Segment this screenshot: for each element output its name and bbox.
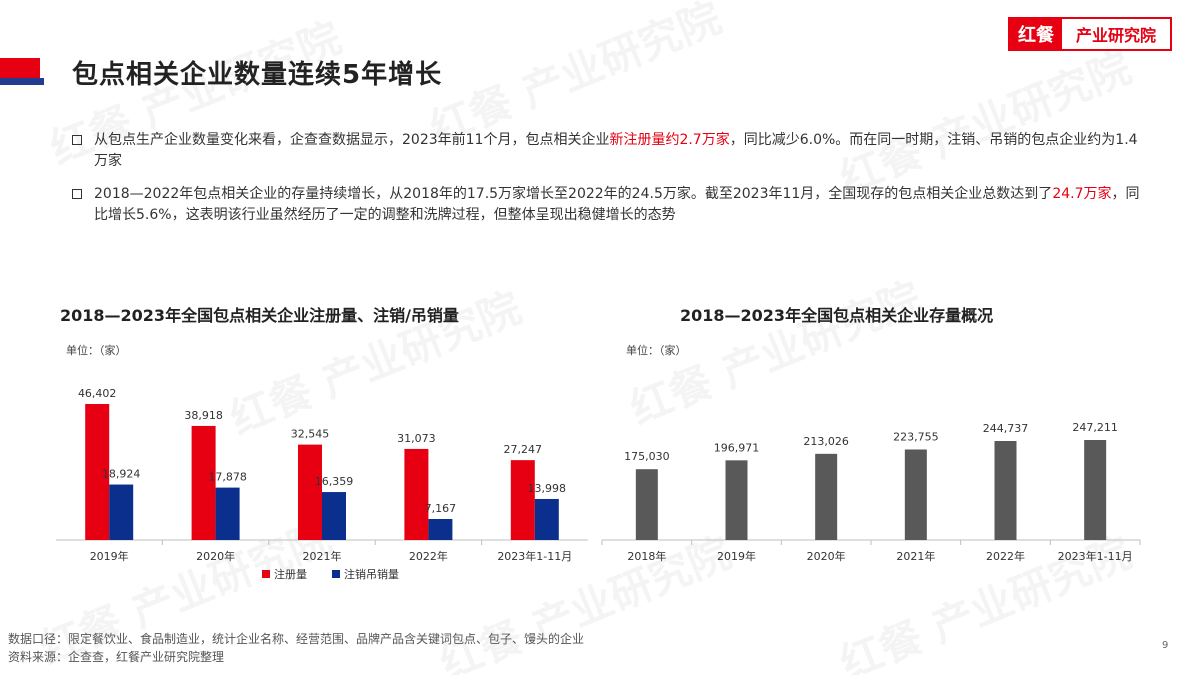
data-label: 175,030	[624, 450, 670, 463]
cancellation-bar	[534, 498, 559, 540]
data-label: 38,918	[184, 409, 223, 422]
square-bullet-icon	[72, 189, 82, 199]
x-tick-label: 2023年1-11月	[497, 549, 572, 563]
data-label: 31,073	[397, 432, 436, 445]
title-accent-red	[0, 58, 40, 78]
square-bullet-icon	[72, 135, 82, 145]
x-tick-label: 2021年	[896, 549, 935, 563]
stock-bar	[994, 441, 1017, 540]
page-title: 包点相关企业数量连续5年增长	[72, 60, 443, 90]
legend-swatch	[332, 570, 340, 578]
data-label: 223,755	[893, 430, 939, 443]
footnote-source: 资料来源：企查查，红餐产业研究院整理	[8, 650, 225, 664]
data-label: 7,167	[425, 502, 457, 515]
x-tick-label: 2021年	[303, 549, 342, 563]
data-label: 46,402	[78, 387, 117, 400]
legend-swatch	[262, 570, 270, 578]
chart-title-registrations: 2018—2023年全国包点相关企业注册量、注销/吊销量	[60, 306, 459, 325]
x-tick-label: 2018年	[627, 549, 666, 563]
x-tick-label: 2019年	[90, 549, 129, 563]
legend-label: 注销吊销量	[344, 567, 399, 581]
data-label: 196,971	[714, 441, 760, 454]
cancellation-bar	[215, 487, 240, 540]
data-label: 247,211	[1072, 421, 1118, 434]
data-label: 13,998	[528, 482, 567, 495]
unit-label: 单位：（家）	[66, 344, 127, 357]
data-label: 17,878	[208, 471, 247, 484]
x-tick-label: 2022年	[986, 549, 1025, 563]
data-label: 27,247	[504, 443, 543, 456]
x-tick-label: 2023年1-11月	[1058, 549, 1133, 563]
data-label: 244,737	[983, 422, 1029, 435]
bullet-item: 2018—2022年包点相关企业的存量持续增长，从2018年的17.5万家增长至…	[72, 184, 1142, 226]
cancellation-bar	[109, 484, 134, 540]
registration-bar	[510, 460, 535, 540]
cancellation-bar	[428, 518, 453, 540]
brand-logo: 红餐 产业研究院	[1008, 17, 1172, 51]
registrations-chart: 46,402 18,924 2019年 38,918 17,878 2020年 32,545…	[56, 387, 588, 581]
x-tick-label: 2022年	[409, 549, 448, 563]
x-tick-label: 2020年	[196, 549, 235, 563]
data-label: 213,026	[803, 435, 849, 448]
x-tick-label: 2019年	[717, 549, 756, 563]
stock-bar	[1084, 440, 1107, 540]
bullet-item: 从包点生产企业数量变化来看，企查查数据显示，2023年前11个月，包点相关企业新…	[72, 130, 1142, 172]
stock-chart: 175,030 2018年 196,971 2019年 213,026 2020年 223,…	[601, 421, 1141, 563]
stock-bar	[815, 453, 838, 540]
registration-bar	[404, 448, 429, 540]
stock-bar	[904, 449, 927, 540]
chart-title-stock: 2018—2023年全国包点相关企业存量概况	[680, 306, 994, 325]
bullet-highlight: 新注册量约2.7万家	[609, 132, 730, 148]
bullet-text: ，同比减少6.0%。而在同一时期，注销、吊销的包点企业约为1.4万家	[94, 132, 1138, 169]
footnote-scope: 数据口径：限定餐饮业、食品制造业，统计企业名称、经营范围、品牌产品含关键词包点、…	[8, 632, 585, 646]
bullet-text: 从包点生产企业数量变化来看，企查查数据显示，2023年前11个月，包点相关企业	[94, 132, 610, 148]
bullet-list: 从包点生产企业数量变化来看，企查查数据显示，2023年前11个月，包点相关企业新…	[72, 130, 1142, 238]
x-tick-label: 2020年	[807, 549, 846, 563]
title-accent-blue	[0, 78, 44, 85]
data-label: 32,545	[291, 428, 330, 441]
registration-bar	[191, 425, 216, 540]
legend-label: 注册量	[274, 567, 307, 581]
brand-mark: 红餐	[1010, 19, 1062, 49]
registration-bar	[298, 444, 322, 540]
data-label: 16,359	[315, 475, 354, 488]
stock-bar	[635, 469, 658, 540]
registration-bar	[85, 404, 110, 540]
data-label: 18,924	[102, 468, 141, 481]
bullet-highlight: 24.7万家	[1052, 186, 1112, 202]
bullet-text: 2018—2022年包点相关企业的存量持续增长，从2018年的17.5万家增长至…	[94, 186, 1053, 202]
stock-bar	[725, 460, 748, 540]
page-number: 9	[1162, 640, 1169, 651]
unit-label: 单位：（家）	[626, 344, 687, 357]
bullet-text: ，同比增长5.6%，这表明该行业虽然经历了一定的调整和洗牌过程，但整体呈现出稳健…	[94, 186, 1140, 223]
cancellation-bar	[322, 492, 346, 540]
brand-name: 产业研究院	[1075, 26, 1156, 45]
